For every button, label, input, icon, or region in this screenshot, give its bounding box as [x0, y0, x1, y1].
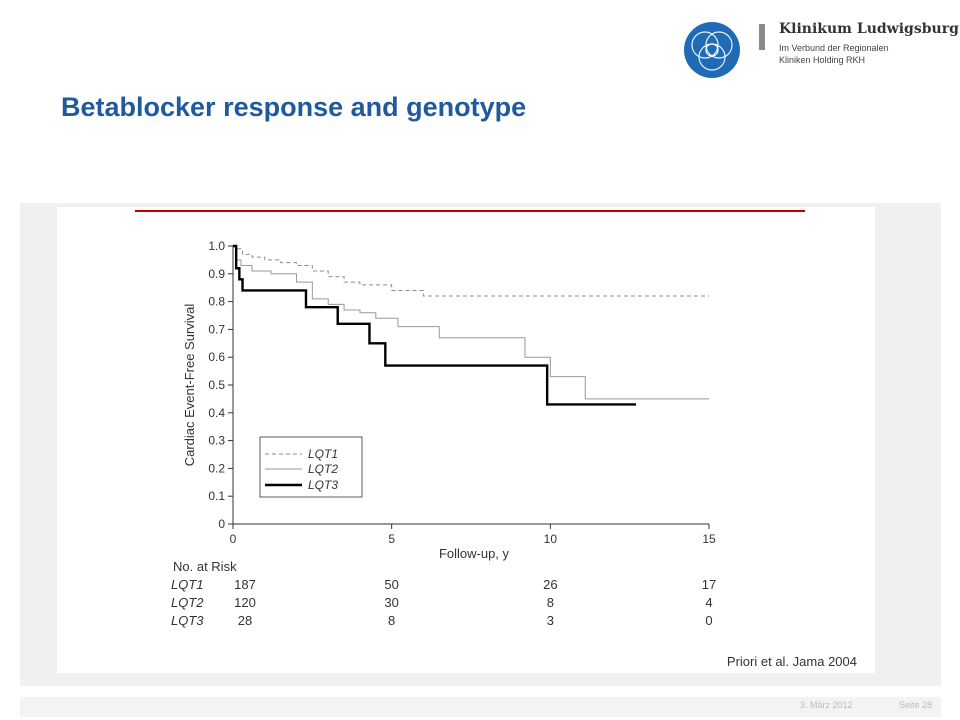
- footer-bar: [20, 697, 941, 717]
- slide-title: Betablocker response and genotype: [61, 92, 527, 122]
- y-tick-label: 0.7: [208, 322, 225, 336]
- risk-count: 187: [234, 577, 256, 592]
- clinic-subtitle-line1: Im Verbund der Regionalen: [779, 43, 889, 53]
- x-tick-label: 10: [544, 532, 558, 546]
- risk-table-header: No. at Risk: [173, 559, 237, 574]
- y-tick-label: 0.4: [208, 406, 225, 420]
- y-tick-label: 0.3: [208, 434, 225, 448]
- risk-count: 28: [238, 613, 252, 628]
- risk-count: 26: [543, 577, 557, 592]
- citation: Priori et al. Jama 2004: [727, 654, 857, 669]
- risk-count: 120: [234, 595, 256, 610]
- risk-count: 30: [384, 595, 398, 610]
- y-tick-label: 0.8: [208, 295, 225, 309]
- clinic-logo: Klinikum Ludwigsburg Im Verbund der Regi…: [683, 18, 959, 80]
- footer-date: 3. März 2012: [800, 700, 853, 710]
- y-tick-label: 0: [218, 517, 225, 531]
- risk-row-label: LQT3: [171, 613, 204, 628]
- y-tick-label: 0.5: [208, 378, 225, 392]
- x-tick-label: 0: [230, 532, 237, 546]
- risk-count: 17: [702, 577, 716, 592]
- chart-panel: 0 0.1 0.2 0.3 0.4 0.5 0.6 0.7 0.8 0.9 1.0 0 5 10 15 C…: [57, 207, 875, 673]
- x-tick-label: 5: [388, 532, 395, 546]
- y-tick-label: 0.2: [208, 461, 225, 475]
- clinic-emblem-icon: [684, 22, 740, 78]
- y-tick-label: 1.0: [208, 239, 225, 253]
- risk-count: 0: [705, 613, 712, 628]
- y-axis-label: Cardiac Event-Free Survival: [182, 304, 197, 467]
- x-axis-label: Follow-up, y: [439, 546, 510, 561]
- clinic-subtitle-line2: Kliniken Holding RKH: [779, 55, 866, 65]
- risk-row-label: LQT1: [171, 577, 204, 592]
- survival-curve-lqt2: [233, 245, 709, 400]
- risk-count: 3: [547, 613, 554, 628]
- legend: LQT1 LQT2 LQT3: [259, 436, 363, 498]
- risk-count: 50: [384, 577, 398, 592]
- legend-box: [259, 436, 363, 498]
- risk-count: 8: [547, 595, 554, 610]
- clinic-name: Klinikum Ludwigsburg: [779, 21, 959, 37]
- x-tick-label: 15: [702, 532, 716, 546]
- logo-divider: [759, 24, 765, 50]
- legend-label-lqt2: LQT2: [308, 462, 338, 476]
- legend-label-lqt3: LQT3: [308, 478, 338, 492]
- risk-count: 8: [388, 613, 395, 628]
- footer-page-number: Seite 28: [899, 700, 933, 710]
- risk-count: 4: [705, 595, 712, 610]
- survival-chart: 0 0.1 0.2 0.3 0.4 0.5 0.6 0.7 0.8 0.9 1.0 0 5 10 15 C…: [135, 210, 857, 669]
- y-tick-label: 0.6: [208, 350, 225, 364]
- y-tick-label: 0.1: [208, 489, 225, 503]
- survival-curve-lqt1: [233, 245, 709, 297]
- legend-label-lqt1: LQT1: [308, 447, 338, 461]
- risk-row-label: LQT2: [171, 595, 204, 610]
- y-tick-label: 0.9: [208, 267, 225, 281]
- survival-curve-lqt3: [233, 244, 637, 406]
